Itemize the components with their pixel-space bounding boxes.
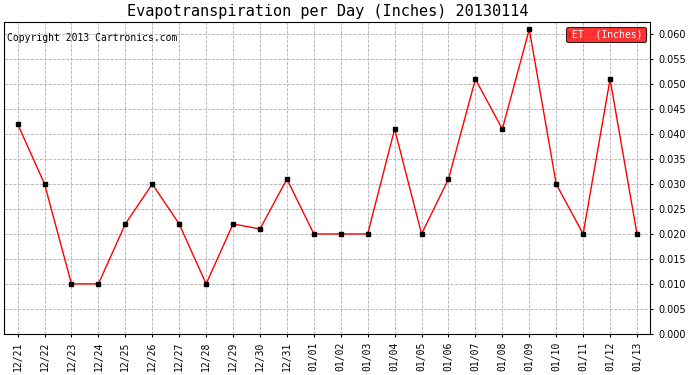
Legend: ET  (Inches): ET (Inches) xyxy=(566,27,646,42)
Text: Copyright 2013 Cartronics.com: Copyright 2013 Cartronics.com xyxy=(7,33,177,43)
Title: Evapotranspiration per Day (Inches) 20130114: Evapotranspiration per Day (Inches) 2013… xyxy=(126,4,528,19)
